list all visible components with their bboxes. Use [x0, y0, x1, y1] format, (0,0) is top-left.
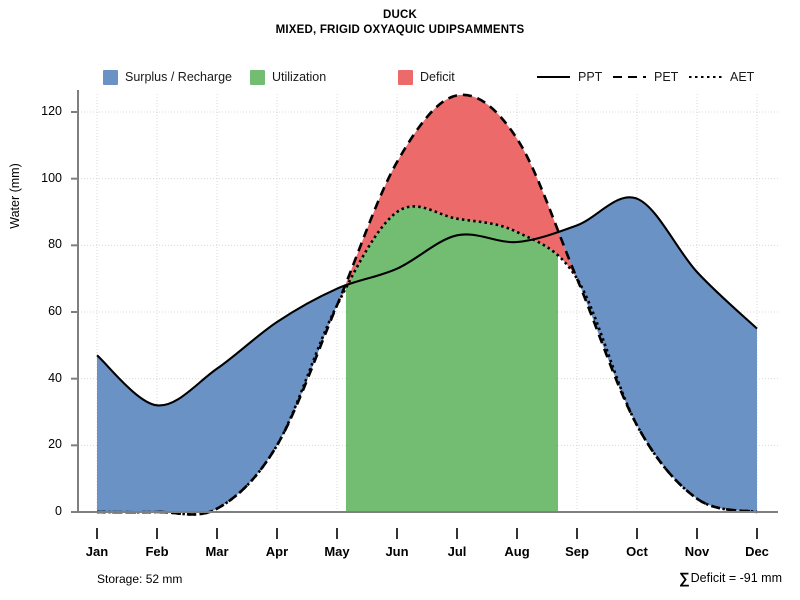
legend-label-deficit: Deficit	[420, 69, 455, 84]
chart-title-line2: MIXED, FRIGID OXYAQUIC UDIPSAMMENTS	[275, 24, 525, 36]
legend-label-ppt: PPT	[578, 69, 603, 84]
storage-annotation: Storage: 52 mm	[97, 572, 183, 586]
legend-item-aet: AET	[689, 68, 754, 86]
x-tick-label-jun: Jun	[385, 544, 409, 559]
y-tick-label: 0	[55, 504, 62, 518]
legend-item-deficit: Deficit	[398, 68, 455, 86]
chart-title: DUCK MIXED, FRIGID OXYAQUIC UDIPSAMMENTS	[0, 8, 800, 38]
y-tick-label: 100	[41, 170, 62, 185]
legend-item-ppt: PPT	[537, 68, 602, 86]
x-tick-label-oct: Oct	[626, 544, 648, 559]
legend-item-utilization: Utilization	[250, 68, 326, 86]
legend-swatch-surplus	[103, 69, 118, 85]
y-tick-label: 60	[48, 304, 62, 318]
y-tick-label: 80	[48, 237, 62, 252]
legend-item-surplus: Surplus / Recharge	[103, 68, 232, 86]
y-tick-label: 40	[48, 370, 62, 385]
sigma-icon: ∑	[678, 570, 690, 587]
legend-label-pet: PET	[654, 69, 679, 84]
y-tick-label: 120	[41, 104, 62, 118]
legend-label-aet: AET	[730, 69, 755, 84]
x-tick-label-jul: Jul	[447, 544, 467, 559]
deficit-annotation: ∑Deficit = -91 mm	[679, 570, 782, 587]
x-tick-label-may: May	[324, 544, 350, 559]
x-tick-label-dec: Dec	[745, 544, 769, 559]
legend-item-pet: PET	[613, 68, 678, 86]
x-tick-label-sep: Sep	[565, 544, 589, 559]
x-tick-label-feb: Feb	[145, 544, 169, 559]
deficit-annotation-text: Deficit = -91 mm	[690, 571, 782, 585]
y-tick-label: 20	[48, 437, 62, 452]
ppt-curve	[96, 196, 758, 407]
x-tick-label-mar: Mar	[205, 544, 229, 559]
legend-label-utilization: Utilization	[272, 69, 327, 84]
pet-curve	[96, 93, 758, 516]
legend-swatch-utilization	[250, 69, 265, 85]
legend-swatch-deficit	[398, 69, 413, 85]
chart-legend: Surplus / Recharge Utilization Deficit P…	[0, 68, 800, 86]
x-tick-label-apr: Apr	[265, 544, 289, 559]
chart-title-line1: DUCK	[382, 9, 418, 21]
legend-line-solid-icon	[537, 71, 570, 83]
x-tick-label-aug: Aug	[504, 544, 530, 559]
legend-line-dashed-icon	[613, 71, 646, 83]
legend-label-surplus: Surplus / Recharge	[125, 69, 233, 84]
x-tick-label-jan: Jan	[85, 544, 109, 559]
x-tick-label-nov: Nov	[684, 544, 710, 559]
